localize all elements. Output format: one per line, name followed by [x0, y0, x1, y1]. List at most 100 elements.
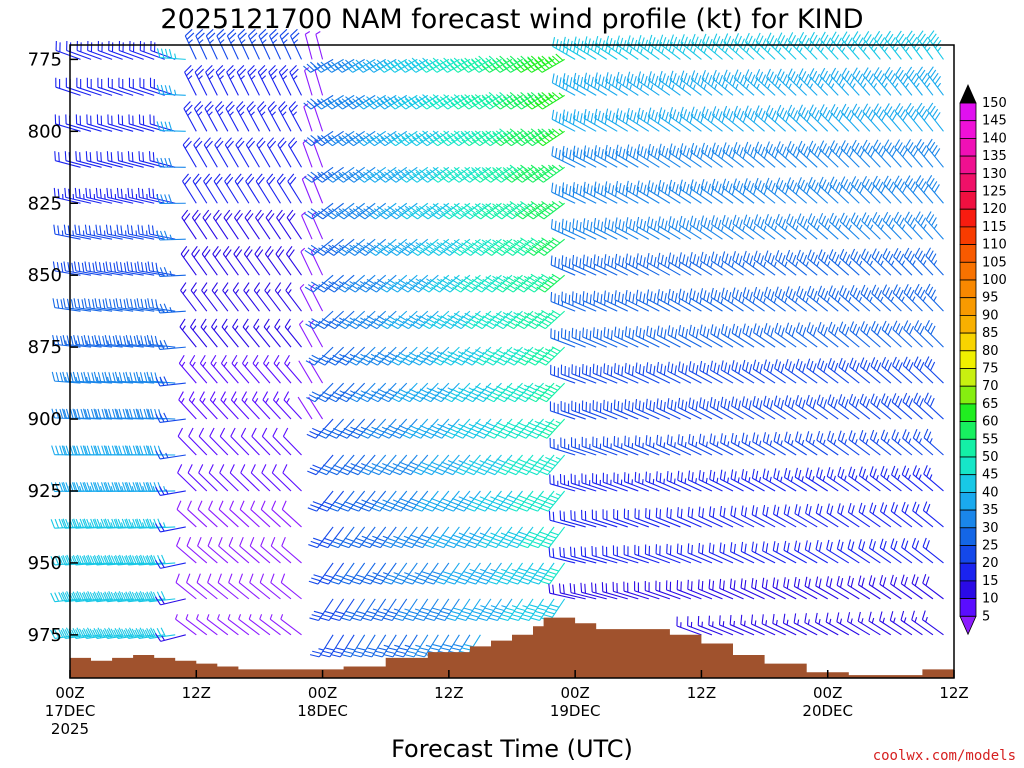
wind-barb [603, 254, 629, 276]
wind-barb [115, 298, 144, 312]
wind-barb [181, 209, 197, 240]
wind-barb [915, 138, 934, 168]
wind-barb [105, 298, 134, 312]
wind-barb [228, 537, 250, 564]
wind-barb [776, 141, 797, 168]
colorbar-box [959, 297, 977, 316]
wind-barb [795, 395, 818, 420]
wind-barb [784, 358, 807, 384]
wind-barb [325, 238, 355, 256]
wind-barb [623, 545, 649, 564]
wind-barb [208, 464, 229, 492]
wind-barb [350, 526, 376, 549]
wind-barb [904, 175, 923, 204]
wind-barb [711, 142, 734, 168]
wind-barb [81, 591, 113, 603]
wind-barb [569, 546, 597, 564]
wind-barb [482, 128, 513, 147]
wind-barb [76, 40, 102, 60]
wind-barb [366, 94, 397, 110]
wind-barb [94, 261, 123, 276]
wind-barb [879, 574, 902, 600]
wind-barb [785, 286, 807, 312]
wind-barb [722, 178, 744, 204]
wind-barb [450, 94, 481, 110]
wind-barb [796, 286, 818, 312]
wind-barb [73, 298, 102, 312]
wind-barb [219, 464, 239, 492]
wind-barb [625, 289, 650, 312]
colorbar-box [959, 173, 977, 192]
wind-barb [848, 430, 871, 456]
wind-barb [97, 77, 123, 96]
wind-barb [678, 215, 702, 240]
wind-barb [868, 611, 892, 636]
wind-barb [818, 176, 839, 204]
wind-barb [752, 432, 776, 456]
wind-barb [156, 84, 186, 96]
wind-barb [698, 433, 723, 456]
wind-barb [827, 358, 850, 384]
wind-barb [498, 598, 523, 622]
wind-barb [238, 614, 260, 636]
wind-barb [176, 537, 197, 564]
wind-barb [184, 65, 197, 96]
wind-barb [850, 176, 871, 204]
wind-barb [558, 583, 586, 600]
wind-barb [645, 362, 671, 384]
wind-barb [186, 573, 208, 600]
wind-barb [297, 396, 313, 420]
wind-barb [786, 213, 808, 240]
wind-barb [313, 94, 344, 110]
wind-barb [514, 201, 544, 220]
wind-barb [192, 173, 208, 204]
colorbar-label: 10 [982, 592, 999, 607]
wind-barb [594, 145, 618, 168]
y-tick-label: 975 [28, 625, 62, 646]
wind-barb [86, 114, 113, 132]
colorbar-label: 70 [982, 379, 999, 394]
wind-barb [497, 526, 523, 549]
wind-barb [398, 166, 429, 183]
wind-barb [373, 634, 397, 658]
wind-barb [53, 187, 81, 204]
wind-barb [137, 261, 165, 276]
wind-barb [634, 471, 660, 492]
wind-barb [689, 288, 713, 312]
wind-barb [658, 143, 681, 168]
wind-barb [509, 598, 534, 622]
wind-barb [879, 538, 902, 564]
wind-barb [206, 614, 229, 636]
wind-barb [461, 166, 492, 183]
wind-barb [615, 71, 639, 96]
colorbar-box [959, 350, 977, 369]
wind-barb [504, 201, 534, 220]
wind-barb [723, 69, 744, 96]
wind-barb [182, 137, 197, 168]
wind-barb [440, 130, 471, 147]
wind-barb [352, 634, 376, 658]
wind-barb [708, 506, 734, 528]
wind-barb [669, 34, 692, 60]
wind-barb [355, 58, 386, 73]
wind-barb [402, 526, 429, 549]
wind-barb [905, 139, 923, 168]
wind-barb [741, 396, 765, 420]
wind-barb [116, 187, 144, 204]
wind-barb [303, 94, 334, 110]
wind-barb [655, 471, 681, 492]
wind-barb [698, 543, 723, 564]
wind-barb [925, 211, 944, 240]
wind-barb [324, 94, 355, 110]
wind-barb [197, 537, 218, 564]
colorbar-box [959, 102, 977, 122]
wind-barb [350, 562, 376, 585]
colorbar-label: 55 [982, 432, 999, 447]
colorbar-box [959, 137, 977, 157]
wind-barb [548, 583, 576, 600]
wind-barb [198, 464, 218, 492]
wind-barb [303, 130, 334, 147]
wind-barb [765, 141, 786, 168]
wind-barb [345, 166, 376, 183]
x-tick-label: 00Z [560, 684, 589, 702]
